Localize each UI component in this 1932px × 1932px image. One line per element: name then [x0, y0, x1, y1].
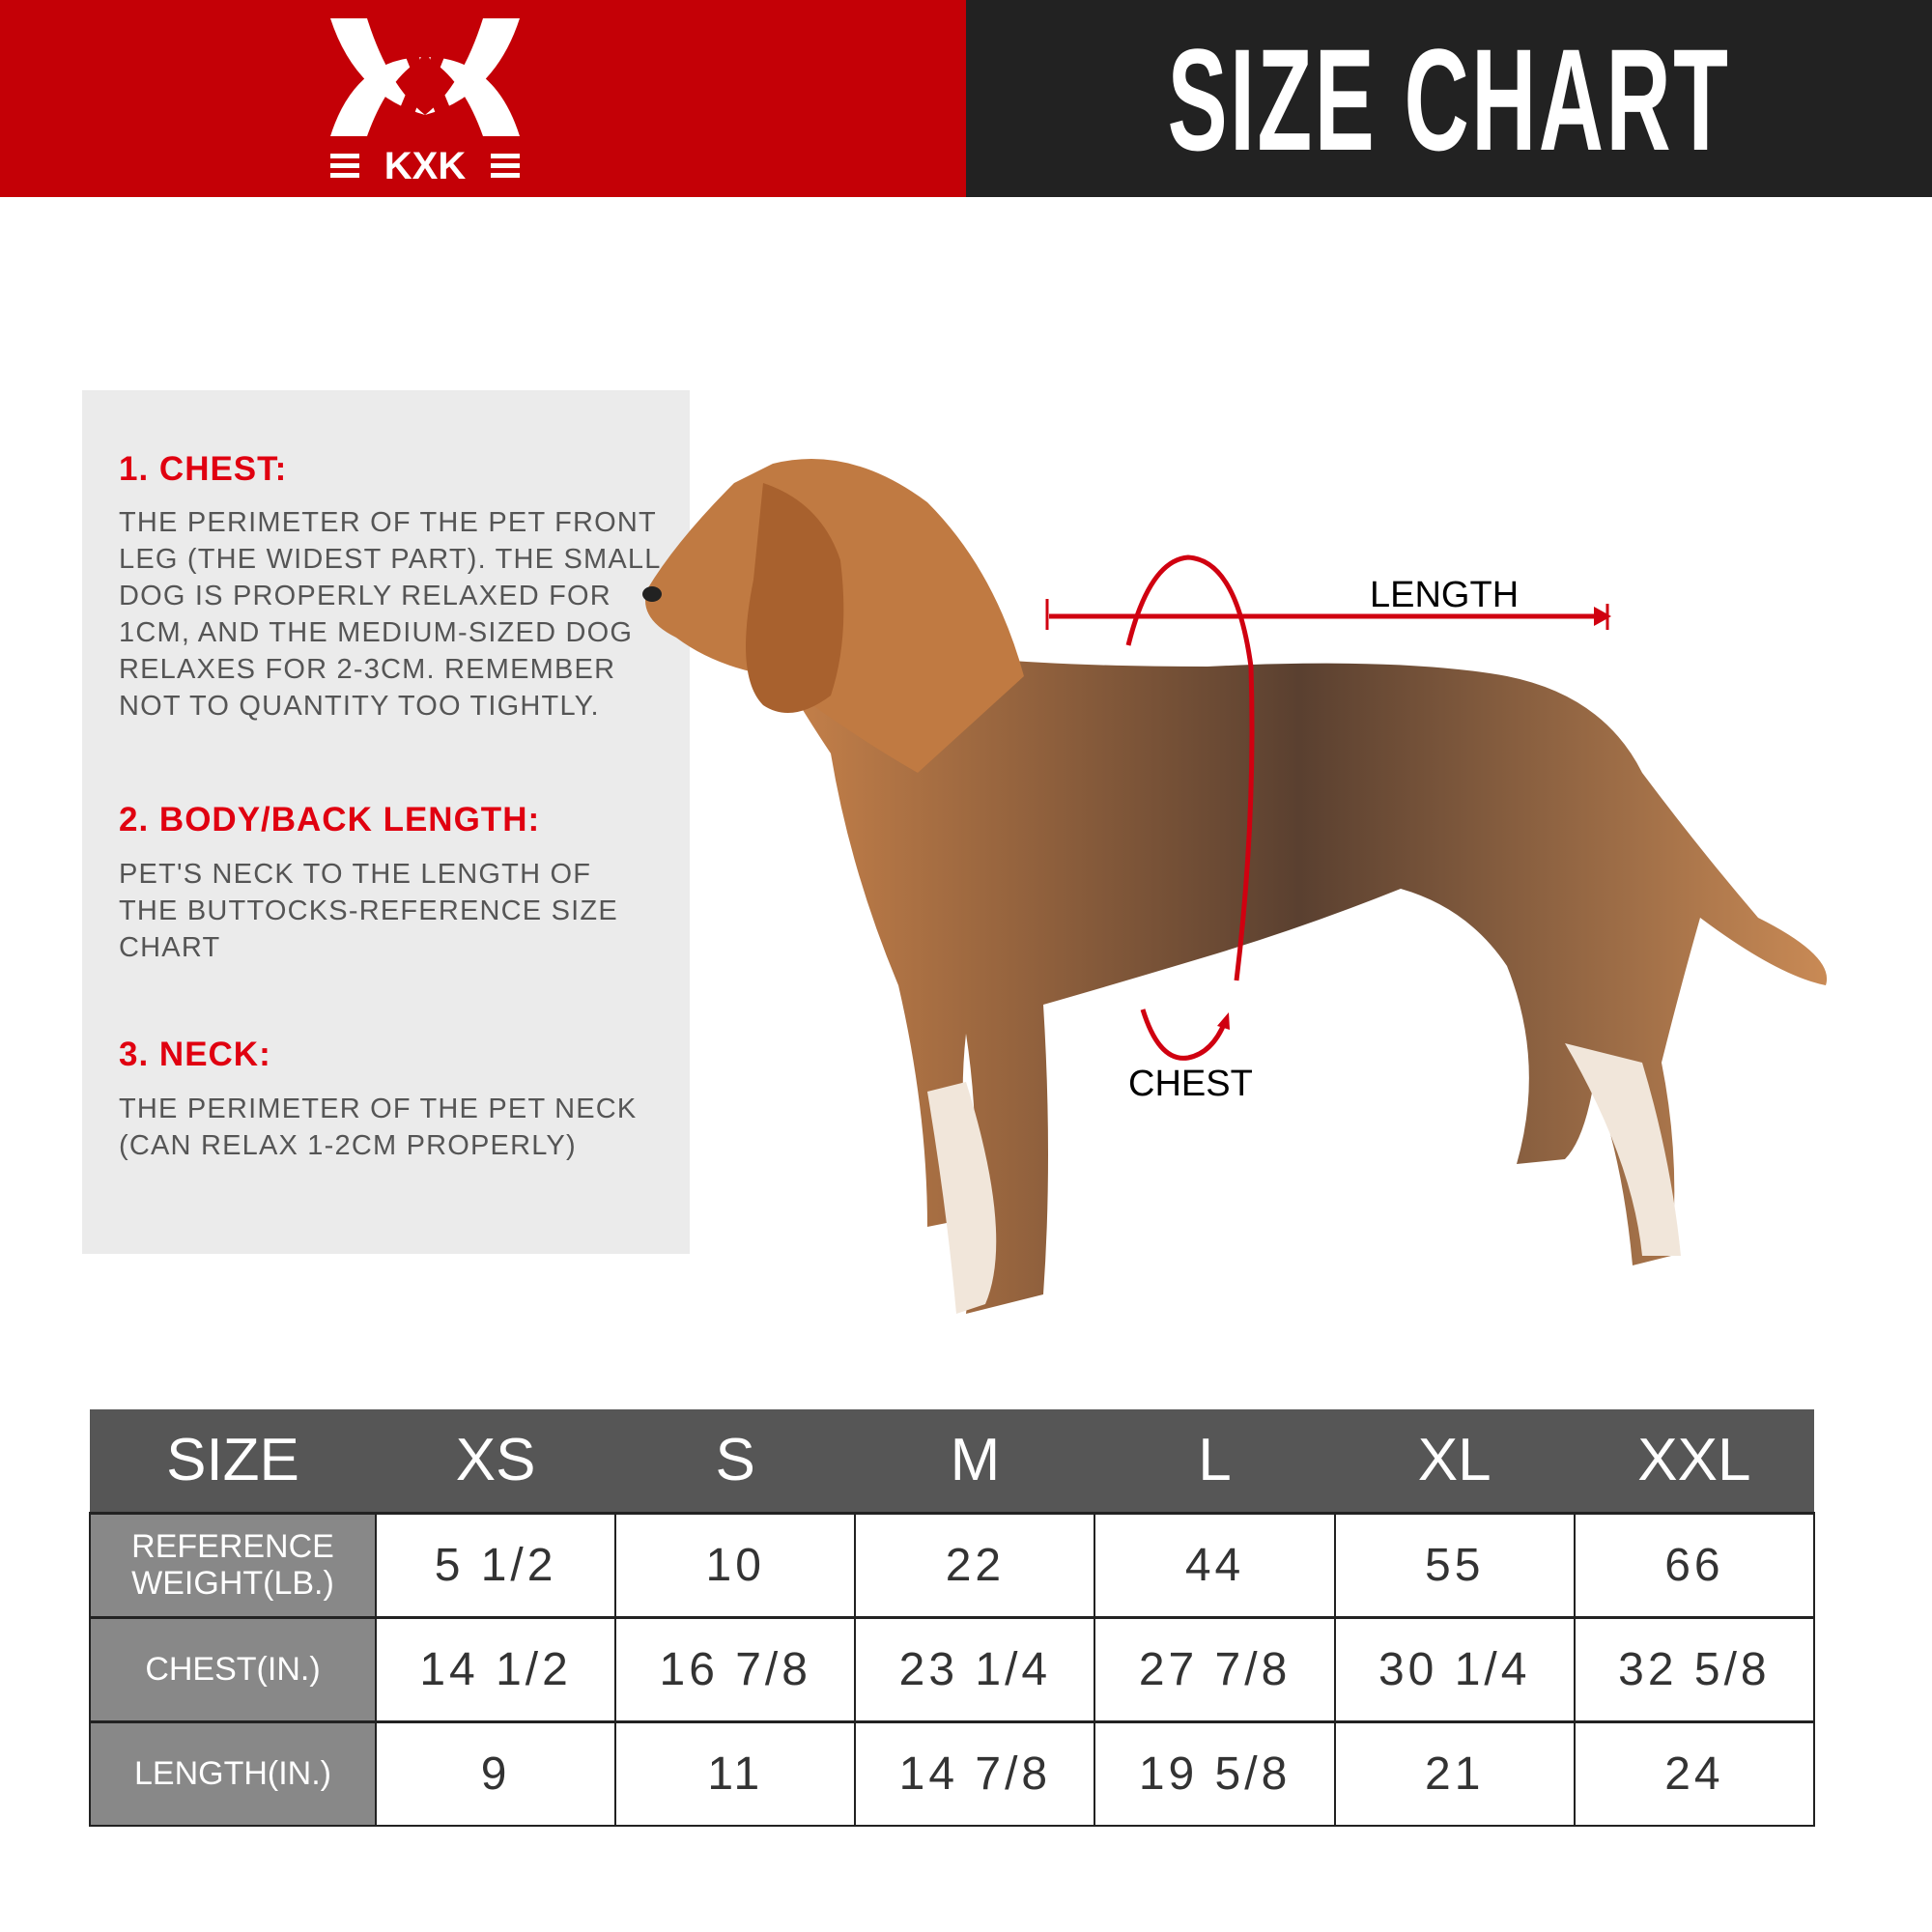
chest-measure-loop: [1125, 554, 1255, 1061]
table-cell: 14 7/8: [854, 1719, 1096, 1827]
table-row: LENGTH(IN.) 9 11 14 7/8 19 5/8 21 24: [89, 1719, 1816, 1827]
row-label-chest: CHEST(IN.): [89, 1615, 377, 1722]
header-size: SIZE: [90, 1409, 376, 1515]
table-cell: 30 1/4: [1333, 1615, 1576, 1722]
header-title-panel: [966, 0, 1932, 197]
row-label-weight: REFERENCE WEIGHT(LB.): [89, 1511, 377, 1618]
length-heading: 2. BODY/BACK LENGTH:: [119, 801, 541, 838]
table-cell: 5 1/2: [374, 1511, 617, 1618]
header-xxl: XXL: [1574, 1409, 1814, 1515]
measurement-guide: 1. CHEST: THE PERIMETER OF THE PET FRONT…: [82, 390, 690, 1254]
row-label-length: LENGTH(IN.): [89, 1719, 377, 1827]
table-cell: 14 1/2: [374, 1615, 617, 1722]
table-header-row: SIZE XS S M L XL XXL: [90, 1409, 1814, 1515]
dog-measurement-diagram: LENGTH CHEST: [642, 459, 1828, 1314]
chest-label: CHEST: [1128, 1064, 1253, 1104]
header-brand-panel: KXK: [0, 0, 966, 197]
header-xs: XS: [376, 1409, 616, 1515]
chest-description: THE PERIMETER OF THE PET FRONT LEG (THE …: [119, 507, 662, 722]
table-cell: 19 5/8: [1094, 1719, 1336, 1827]
table-cell: 32 5/8: [1573, 1615, 1816, 1722]
table-cell: 24: [1573, 1719, 1816, 1827]
table-cell: 27 7/8: [1094, 1615, 1336, 1722]
table-row: CHEST(IN.) 14 1/2 16 7/8 23 1/4 27 7/8 3…: [89, 1615, 1816, 1722]
header-s: S: [615, 1409, 856, 1515]
header-l: L: [1094, 1409, 1335, 1515]
table-cell: 11: [614, 1719, 857, 1827]
table-cell: 16 7/8: [614, 1615, 857, 1722]
page-title: SIZE CHART: [1167, 18, 1731, 181]
header-m: M: [855, 1409, 1095, 1515]
table-cell: 9: [374, 1719, 617, 1827]
table-cell: 22: [854, 1511, 1096, 1618]
length-description: PET'S NECK TO THE LENGTH OF THE BUTTOCKS…: [119, 859, 618, 963]
chest-heading: 1. CHEST:: [119, 450, 288, 488]
neck-heading: 3. NECK:: [119, 1036, 271, 1073]
size-table: SIZE XS S M L XL XXL REFERENCE WEIGHT(LB…: [89, 1409, 1816, 1827]
table-cell: 55: [1333, 1511, 1576, 1618]
header-xl: XL: [1334, 1409, 1575, 1515]
dog-image: [642, 459, 1828, 1314]
svg-text:KXK: KXK: [384, 145, 467, 183]
table-cell: 10: [614, 1511, 857, 1618]
table-cell: 66: [1573, 1511, 1816, 1618]
table-cell: 23 1/4: [854, 1615, 1096, 1722]
table-cell: 21: [1333, 1719, 1576, 1827]
table-row: REFERENCE WEIGHT(LB.) 5 1/2 10 22 44 55 …: [89, 1511, 1816, 1618]
length-arrow: [1045, 599, 1611, 630]
kxk-logo: KXK: [330, 18, 520, 183]
neck-description: THE PERIMETER OF THE PET NECK (CAN RELAX…: [119, 1094, 638, 1161]
length-label: LENGTH: [1370, 575, 1519, 615]
table-cell: 44: [1094, 1511, 1336, 1618]
